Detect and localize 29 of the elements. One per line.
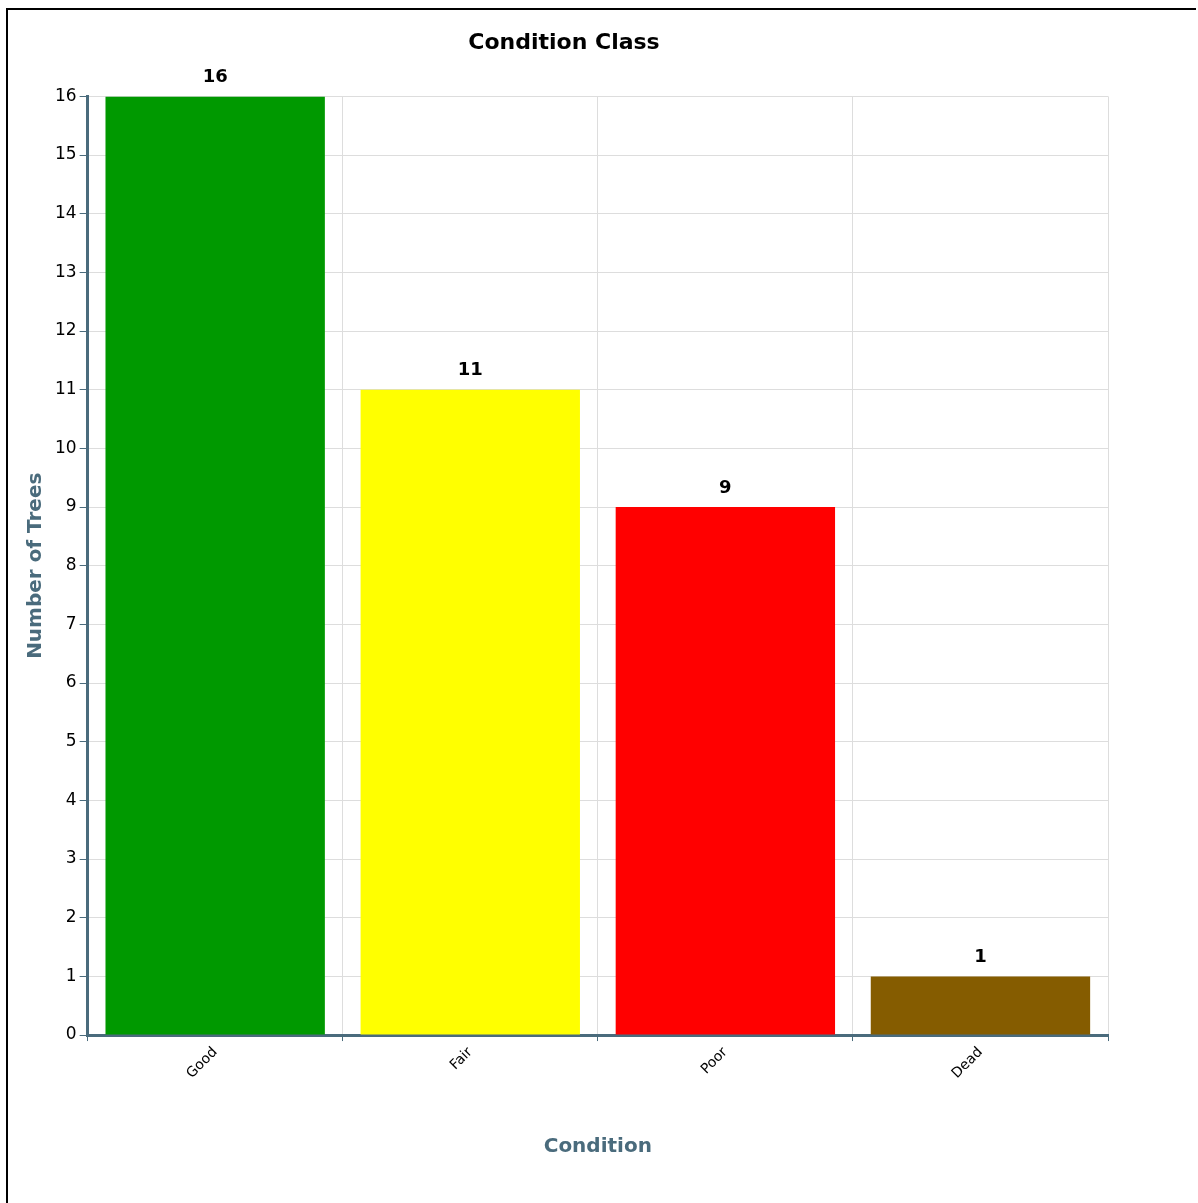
y-tick-label: 8 (65, 554, 77, 575)
bar (870, 976, 1091, 1035)
y-tick-label: 13 (54, 260, 77, 281)
data-label: 1 (974, 945, 987, 967)
y-tick-label: 10 (54, 436, 77, 457)
y-tick-label: 1 (65, 964, 77, 985)
y-tick-label: 5 (65, 730, 77, 751)
y-tick-label: 16 (54, 84, 77, 105)
y-tick-label: 12 (54, 319, 77, 340)
bar (360, 389, 580, 1035)
y-tick-label: 3 (65, 847, 77, 868)
y-axis-title: Number of Trees (22, 472, 47, 659)
chart-title: Condition Class (468, 28, 660, 54)
y-tick-label: 11 (54, 378, 77, 399)
x-tick-label: Fair (445, 1043, 476, 1073)
y-tick-label: 15 (54, 143, 77, 164)
data-label: 9 (719, 475, 732, 497)
y-tick-label: 9 (65, 495, 77, 516)
x-axis-title: Condition (543, 1133, 652, 1158)
y-tick-label: 14 (54, 202, 77, 223)
y-tick-label: 0 (65, 1023, 77, 1044)
y-tick-label: 7 (65, 612, 77, 633)
data-label: 16 (202, 65, 228, 87)
data-label: 11 (457, 358, 483, 380)
y-tick-label: 6 (65, 671, 77, 692)
y-tick-label: 4 (65, 788, 77, 809)
bar (105, 96, 325, 1035)
bar (615, 507, 836, 1035)
y-tick-label: 2 (65, 906, 77, 927)
